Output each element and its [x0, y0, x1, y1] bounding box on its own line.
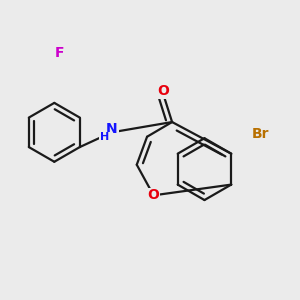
Text: N: N	[106, 122, 118, 136]
Text: O: O	[148, 188, 160, 202]
Text: O: O	[158, 84, 169, 98]
Text: Br: Br	[252, 127, 269, 141]
Text: F: F	[55, 46, 64, 60]
Text: H: H	[100, 132, 109, 142]
